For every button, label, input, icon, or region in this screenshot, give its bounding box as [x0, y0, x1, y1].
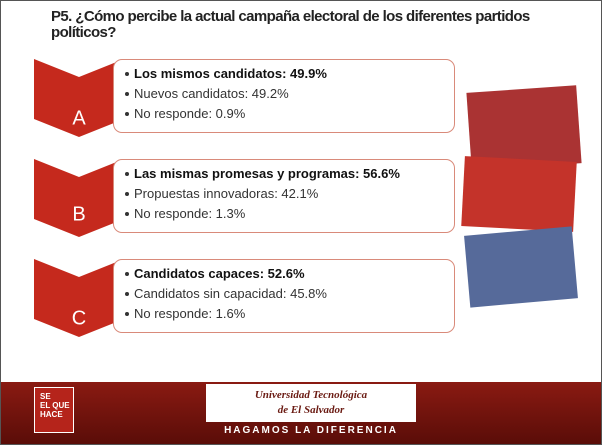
answer-box: Candidatos capaces: 52.6% Candidatos sin … [113, 259, 455, 333]
university-line: de El Salvador [206, 403, 416, 418]
chevron: B [34, 159, 124, 237]
answer-item: Nuevos candidatos: 49.2% [120, 84, 448, 104]
photo [461, 156, 577, 232]
slide: P5. ¿Cómo percibe la actual campaña elec… [0, 0, 602, 445]
answer-item: Candidatos capaces: 52.6% [120, 264, 448, 284]
logo-text: HACE [40, 410, 73, 419]
bullet [125, 92, 129, 96]
section-letter: C [72, 307, 86, 329]
answer-item: No responde: 1.6% [120, 304, 448, 324]
answer-text: Nuevos candidatos: 49.2% [134, 86, 289, 101]
section-letter: A [72, 107, 86, 129]
bullet [125, 172, 129, 176]
answer-item: Propuestas innovadoras: 42.1% [120, 184, 448, 204]
answer-text: Los mismos candidatos: 49.9% [134, 66, 327, 81]
chevron: A [34, 59, 124, 137]
answer-text: Candidatos capaces: 52.6% [134, 266, 305, 281]
logo-text: EL QUE [40, 401, 73, 410]
university: Universidad Tecnológica de El Salvador [206, 384, 416, 422]
answer-box: Las mismas promesas y programas: 56.6% Pr… [113, 159, 455, 233]
answer-text: Candidatos sin capacidad: 45.8% [134, 286, 327, 301]
answer-item: Las mismas promesas y programas: 56.6% [120, 164, 448, 184]
answer-text: No responde: 1.3% [134, 206, 245, 221]
bullet [125, 112, 129, 116]
answer-item: Candidatos sin capacidad: 45.8% [120, 284, 448, 304]
chevron: C [34, 259, 124, 337]
bullet [125, 212, 129, 216]
answer-item: Los mismos candidatos: 49.9% [120, 64, 448, 84]
bullet [125, 312, 129, 316]
bullet [125, 272, 129, 276]
answer-text: Propuestas innovadoras: 42.1% [134, 186, 318, 201]
item-list: Candidatos capaces: 52.6% Candidatos sin … [114, 260, 454, 328]
answer-box: Los mismos candidatos: 49.9% Nuevos candi… [113, 59, 455, 133]
item-list: Las mismas promesas y programas: 56.6% Pr… [114, 160, 454, 228]
slogan: HAGAMOS LA DIFERENCIA [206, 425, 416, 436]
university-line: Universidad Tecnológica [206, 388, 416, 403]
answer-text: No responde: 0.9% [134, 106, 245, 121]
answer-text: Las mismas promesas y programas: 56.6% [134, 166, 400, 181]
bullet [125, 72, 129, 76]
photo [464, 226, 578, 307]
logo: SE EL QUE HACE [34, 387, 74, 433]
photos [461, 85, 581, 307]
bullet [125, 292, 129, 296]
answer-item: No responde: 1.3% [120, 204, 448, 224]
answer-item: No responde: 0.9% [120, 104, 448, 124]
item-list: Los mismos candidatos: 49.9% Nuevos candi… [114, 60, 454, 128]
answer-text: No responde: 1.6% [134, 306, 245, 321]
section-letter: B [72, 203, 85, 225]
bullet [125, 192, 129, 196]
logo-text: SE [40, 392, 73, 401]
